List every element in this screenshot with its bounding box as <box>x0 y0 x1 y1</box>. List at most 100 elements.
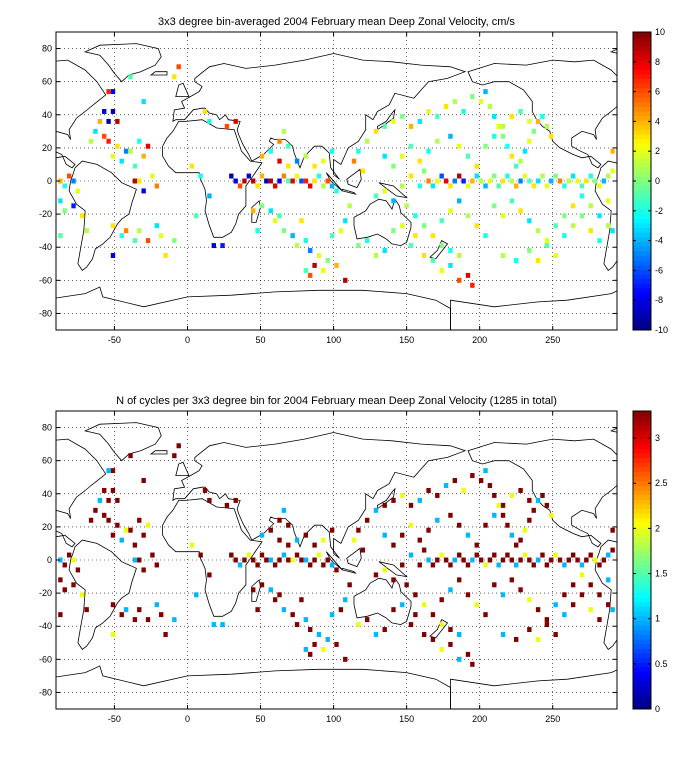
bin-cell <box>382 248 387 254</box>
bin-cell <box>325 557 330 563</box>
coastline <box>83 422 162 462</box>
bin-cell <box>421 632 427 637</box>
colorbar-swatch <box>633 704 651 710</box>
bin-cell <box>435 113 440 119</box>
bin-cell <box>382 153 387 159</box>
coastline <box>353 198 412 247</box>
bin-cell <box>553 602 558 608</box>
bin-cell <box>478 478 484 484</box>
bin-cell <box>544 502 550 508</box>
colorbar-tick-label: 0 <box>655 176 660 186</box>
bin-cell <box>281 173 287 179</box>
colorbar-swatch <box>633 176 651 182</box>
coastline <box>353 577 412 626</box>
bin-cell <box>518 487 523 493</box>
bin-cell <box>443 557 449 563</box>
bin-cell <box>88 138 94 144</box>
bin-cell <box>413 592 418 598</box>
bin-cell <box>211 622 216 628</box>
colorbar-swatch <box>633 424 651 431</box>
bin-cell <box>132 542 138 548</box>
colorbar-swatch <box>633 597 651 603</box>
bin-cell <box>102 487 107 493</box>
bin-cell <box>110 632 116 637</box>
colorbar-swatch <box>633 32 651 38</box>
bin-cell <box>75 567 81 573</box>
colorbar-swatch <box>633 522 651 528</box>
bin-cell <box>246 552 252 558</box>
bin-cell <box>277 592 282 598</box>
bin-cell <box>439 218 444 224</box>
bin-cell <box>110 223 116 229</box>
colorbar-swatch <box>633 462 651 468</box>
bin-cell <box>343 277 348 283</box>
colorbar-tick-label: -2 <box>655 206 663 216</box>
bin-cell <box>115 497 120 503</box>
colorbar-swatch <box>633 513 651 519</box>
bin-cell <box>439 622 444 628</box>
bin-cell <box>535 228 541 234</box>
colorbar-swatch <box>633 190 651 196</box>
bin-cell <box>308 272 313 278</box>
bin-cell <box>606 223 611 229</box>
bin-cell <box>461 108 466 114</box>
bin-cell <box>137 557 142 563</box>
bin-cell <box>294 158 300 164</box>
x-tick-label: -50 <box>108 714 121 724</box>
coastline <box>172 53 467 180</box>
coastline <box>677 451 693 454</box>
x-tick-label: 250 <box>545 335 560 345</box>
colorbar-swatch <box>633 518 651 524</box>
bin-cell <box>527 138 532 144</box>
x-tick-label: 100 <box>326 714 341 724</box>
bin-cell <box>202 108 208 114</box>
bin-cell <box>448 562 453 568</box>
bin-cell <box>277 537 282 543</box>
bin-cell <box>391 198 396 204</box>
bin-cell <box>448 627 453 633</box>
bin-cell <box>426 148 431 154</box>
bin-cell <box>325 178 330 184</box>
bin-cell <box>382 567 387 573</box>
bin-cell <box>321 537 326 543</box>
colorbar-swatch <box>633 573 651 580</box>
bin-cell <box>272 562 278 568</box>
colorbar-swatch <box>633 550 651 556</box>
colorbar-swatch <box>633 236 651 242</box>
bin-cell <box>373 128 379 134</box>
bin-cell <box>259 532 265 538</box>
bin-cell <box>483 233 488 239</box>
bin-cell <box>470 94 475 100</box>
bin-cell <box>71 203 76 209</box>
colorbar-swatch <box>633 671 651 677</box>
bin-cell <box>272 183 278 189</box>
bin-cell <box>321 646 326 652</box>
bin-cell <box>137 228 142 234</box>
colorbar-tick-label: 0 <box>655 704 660 714</box>
colorbar-swatch <box>633 264 651 270</box>
bin-cell <box>588 607 593 613</box>
bin-cell <box>251 587 256 593</box>
bin-cell <box>321 562 326 568</box>
bin-cell <box>268 208 273 214</box>
bin-cell <box>110 108 116 114</box>
colorbar-tick-label: 1 <box>655 614 660 624</box>
bin-cell <box>71 582 76 588</box>
x-tick-label: 0 <box>185 714 190 724</box>
bin-cell <box>426 108 431 114</box>
bin-cell <box>154 562 159 568</box>
bin-cell <box>88 517 94 523</box>
bin-cell <box>509 113 514 119</box>
bin-cell <box>303 238 309 244</box>
bin-cell <box>435 557 440 563</box>
bin-cell <box>329 527 335 533</box>
bin-cell <box>106 89 111 95</box>
bin-cell <box>364 517 370 523</box>
colorbar-swatch <box>633 157 651 163</box>
colorbar-tick-label: 6 <box>655 87 660 97</box>
y-tick-label: -80 <box>39 308 52 318</box>
bin-cell <box>417 562 422 568</box>
bin-cell <box>404 582 409 588</box>
bin-cell <box>110 89 116 95</box>
bin-cell <box>172 238 177 244</box>
